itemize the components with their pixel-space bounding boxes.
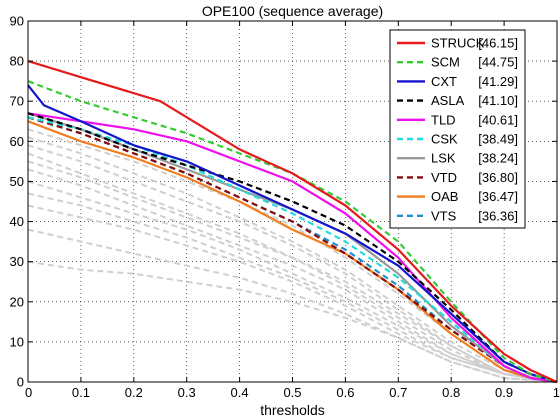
y-tick-label: 40 — [10, 214, 24, 229]
legend-label: VTS — [431, 208, 457, 223]
legend-score: [41.29] — [478, 74, 518, 89]
background-series-line — [27, 204, 558, 383]
x-axis-label: thresholds — [260, 402, 325, 418]
background-series-line — [27, 180, 558, 383]
legend-label: TLD — [431, 112, 456, 127]
x-tick-label: 0.5 — [283, 385, 301, 400]
y-tick-label: 90 — [10, 14, 24, 29]
legend-score: [36.47] — [478, 189, 518, 204]
y-tick-label: 0 — [17, 375, 24, 390]
x-tick-label: 0.4 — [231, 385, 249, 400]
series-line-oab — [27, 120, 558, 384]
legend-label: SCM — [431, 55, 460, 70]
chart-title: OPE100 (sequence average) — [202, 3, 383, 19]
y-tick-label: 20 — [10, 294, 24, 309]
legend-item: LSK [38.24] — [397, 151, 518, 166]
legend-score: [46.15] — [478, 36, 518, 51]
x-tick-label: 0.2 — [125, 385, 143, 400]
legend-score: [36.80] — [478, 170, 518, 185]
series-line-csk — [27, 116, 558, 384]
x-tick-label: 1 — [553, 385, 560, 400]
x-tick-label: 0.3 — [178, 385, 196, 400]
x-tick-label: 0.6 — [336, 385, 354, 400]
x-tick-label: 0 — [25, 385, 32, 400]
legend-score: [44.75] — [478, 55, 518, 70]
legend-score: [41.10] — [478, 93, 518, 108]
tick-layer: 0 0.1 0.2 0.3 0.4 0.5 0.6 0.7 0.8 0.9 101020304050… — [10, 14, 560, 401]
legend-label: STRUCK — [431, 36, 485, 51]
y-tick-label: 80 — [10, 54, 24, 69]
y-tick-label: 60 — [10, 134, 24, 149]
background-series-line — [27, 228, 558, 383]
legend-item: CXT [41.29] — [397, 74, 518, 89]
y-tick-label: 50 — [10, 174, 24, 189]
legend-label: LSK — [431, 151, 456, 166]
series-line-tld — [27, 112, 558, 384]
legend-label: VTD — [431, 170, 457, 185]
legend-label: ASLA — [431, 93, 465, 108]
series-line-struck — [27, 60, 558, 384]
legend-item: ASLA [41.10] — [397, 93, 518, 108]
legend-item: STRUCK[46.15] — [397, 36, 518, 51]
legend-score: [40.61] — [478, 112, 518, 127]
legend-label: CSK — [431, 132, 458, 147]
legend-item: VTS [36.36] — [397, 208, 518, 223]
legend-score: [36.36] — [478, 208, 518, 223]
x-tick-label: 0.8 — [442, 385, 460, 400]
legend-item: TLD [40.61] — [397, 112, 518, 127]
x-tick-label: 0.7 — [389, 385, 407, 400]
background-series-line — [27, 136, 558, 383]
legend: STRUCK[46.15] SCM [44.75] CXT [41.29] ASLA [41… — [389, 29, 526, 229]
series-line-scm — [27, 80, 558, 384]
legend-item: OAB [36.47] — [397, 189, 518, 204]
y-tick-label: 10 — [10, 334, 24, 349]
series-layer — [27, 60, 558, 384]
y-tick-label: 30 — [10, 254, 24, 269]
legend-score: [38.24] — [478, 151, 518, 166]
x-tick-label: 0.1 — [72, 385, 90, 400]
background-series-line — [27, 144, 558, 383]
legend-item: SCM [44.75] — [397, 55, 518, 70]
legend-item: CSK [38.49] — [397, 132, 518, 147]
legend-label: OAB — [431, 189, 458, 204]
legend-score: [38.49] — [478, 132, 518, 147]
background-series-line — [27, 168, 558, 383]
legend-item: VTD [36.80] — [397, 170, 518, 185]
series-line-cxt — [27, 84, 558, 384]
x-tick-label: 0.9 — [495, 385, 513, 400]
background-series-line — [27, 160, 558, 383]
y-tick-label: 70 — [10, 94, 24, 109]
legend-label: CXT — [431, 74, 457, 89]
background-series-layer — [27, 128, 558, 383]
